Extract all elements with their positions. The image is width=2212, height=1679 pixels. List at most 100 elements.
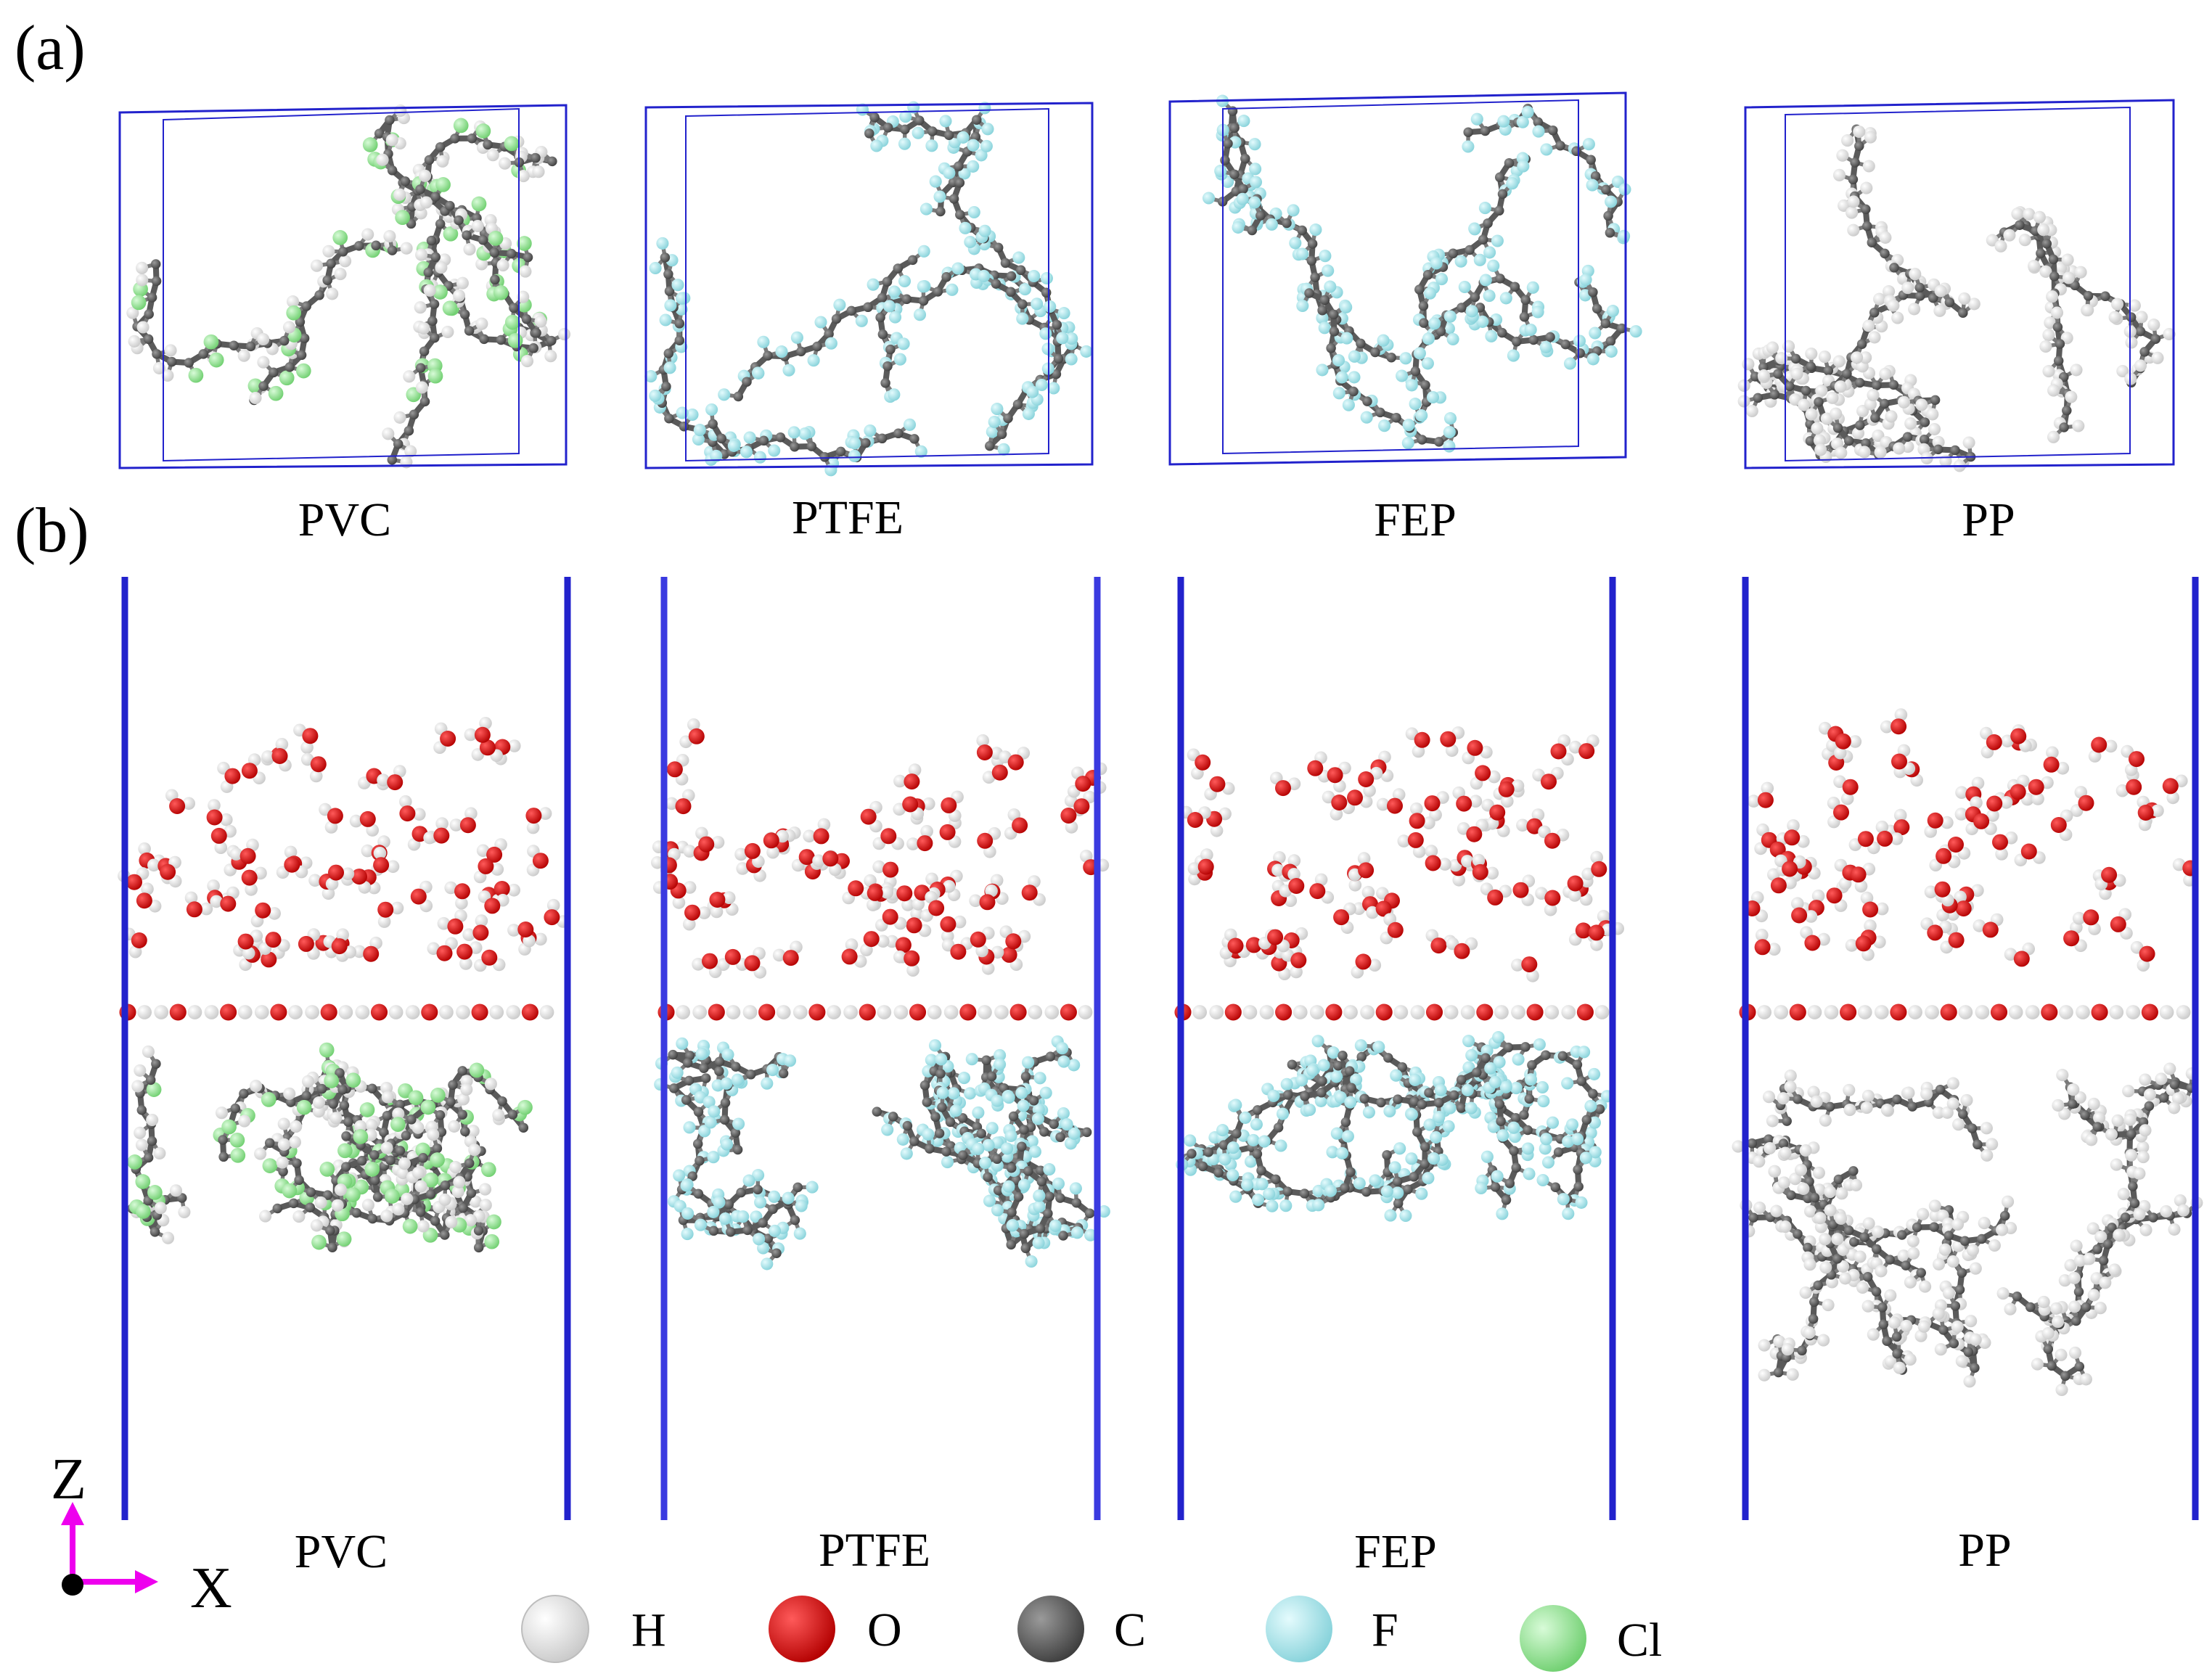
atom-f [900,1147,913,1160]
atom-c [1605,228,1615,238]
atom-h [2054,262,2068,275]
atom-c [1616,323,1627,334]
atom-c [831,313,842,324]
atom-f [693,424,706,437]
atom-f [991,1094,1004,1107]
atom-f [649,261,662,275]
atom-c [415,363,426,373]
atom-f [898,274,912,288]
atom-o [1425,855,1441,871]
atom-f [986,425,999,438]
atom-cl [262,1158,278,1173]
atom-c [341,1131,351,1141]
atom-f [1017,1099,1030,1112]
atom-h [415,248,428,261]
atom-h [2128,299,2141,312]
atom-h [283,1087,296,1100]
atom-c [152,349,162,359]
atom-f [978,224,991,237]
atom-f [1342,398,1355,411]
atom-o [1290,952,1307,969]
atom-h [169,1184,183,1197]
atom-h [331,1199,344,1212]
atom-h [2023,208,2036,221]
atom-f [867,278,880,291]
atom-c [369,1150,380,1160]
atom-h [164,344,177,357]
atom-o [1209,776,1226,792]
atom-f [888,388,901,401]
atom-o [206,809,223,826]
atom-h [1078,1005,1093,1019]
atom-c [1273,1122,1284,1133]
atom-o [1467,739,1483,756]
atom-h [1962,436,1975,449]
atom-h [1830,407,1843,420]
atom-c [919,1080,930,1091]
atom-c [326,258,336,269]
atom-c [430,1215,441,1226]
atom-c [778,1068,789,1079]
atom-f [1563,357,1577,370]
atom-o [902,796,919,813]
atom-f [1470,112,1483,126]
atom-c [292,1158,302,1168]
atom-f [951,262,964,275]
atom-o [331,938,348,955]
atom-c [1856,339,1867,349]
atom-c [1020,1072,1031,1082]
atom-o [131,932,147,948]
atom-o [136,892,152,909]
atom-o [863,931,880,948]
atom-cl [332,230,348,245]
atom-h [2042,365,2055,378]
atom-f [1536,1173,1549,1187]
atom-cl [443,226,459,242]
atom-h [388,1005,404,1019]
atom-h [326,287,339,300]
atom-c [1000,258,1011,268]
atom-h [1511,1005,1525,1019]
atom-f [768,1224,782,1237]
atom-c [435,141,446,152]
atom-c [1920,417,1930,427]
atom-cl [229,1132,245,1148]
atom-c [464,1158,475,1168]
atom-c [401,1130,411,1141]
atom-c [1356,338,1366,349]
atom-c [1495,274,1505,284]
atom-cl [385,1189,400,1204]
atom-o [421,1003,438,1021]
atom-c [1007,1207,1017,1218]
atom-f [708,1105,721,1118]
atom-c [1356,1051,1367,1062]
atom-f [1586,353,1599,366]
atom-c [301,1091,312,1101]
atom-c [674,319,685,329]
atom-f [949,1104,962,1117]
atom-h [153,1146,166,1160]
atom-h [1860,181,1873,194]
atoms-a-ptfe [644,101,1093,477]
atom-h [380,1141,393,1154]
atom-o [1309,883,1326,900]
atom-c [531,152,541,163]
atom-f [1056,332,1069,345]
atom-h [1885,410,1898,423]
atom-h [1835,446,1848,459]
atom-c [877,433,888,444]
atom-c [699,1063,709,1073]
atom-c [708,1226,719,1236]
atom-o [1567,875,1584,892]
atom-c [763,350,773,361]
atom-f [897,337,910,350]
atom-f [881,1123,894,1136]
atom-o [373,857,390,874]
atom-o [399,805,416,822]
atom-c [1223,139,1233,149]
atom-h [1242,1005,1258,1019]
atom-o [1224,1003,1242,1021]
atom-c [1282,218,1292,229]
atom-f [991,403,1004,416]
